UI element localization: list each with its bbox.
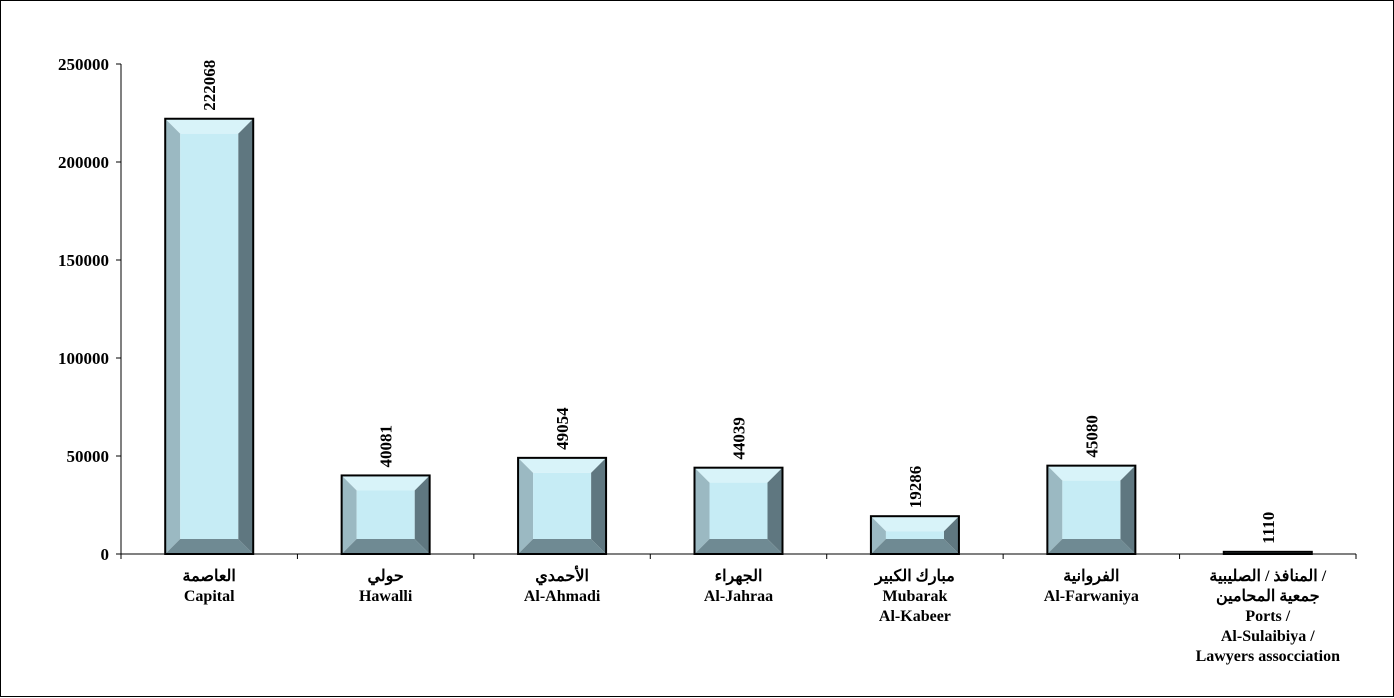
bar-outline: [869, 515, 960, 556]
bar-outline: [340, 474, 431, 556]
bar-bevel-top: [341, 475, 430, 491]
bar-bevel-top: [165, 118, 254, 134]
bar-bevel-left: [870, 516, 886, 554]
bar-face: [356, 490, 415, 539]
y-tick-label: 250000: [58, 55, 109, 74]
bar-face: [180, 133, 239, 540]
bar-outline: [1222, 550, 1313, 556]
bar-bevel-left: [165, 118, 181, 555]
bar-bevel-right: [414, 475, 430, 554]
bar-outline: [517, 456, 608, 555]
bar-bevel-bottom: [341, 539, 430, 554]
category-label: جمعية المحامين: [1216, 588, 1320, 606]
bar-bevel-top: [870, 516, 959, 532]
bar: [869, 515, 960, 556]
category-label: الفروانية: [1063, 568, 1119, 586]
bar-bevel-bottom: [870, 539, 959, 554]
bar-bevel-right: [591, 457, 607, 554]
data-label: 222068: [200, 60, 219, 111]
bar-bevel-top: [518, 457, 607, 473]
y-tick-label: 50000: [67, 447, 110, 466]
category-label: Lawyers assocciation: [1196, 648, 1341, 665]
category-label: Al-Jahraa: [704, 588, 773, 605]
data-label: 45080: [1082, 415, 1101, 458]
category-label: Al-Ahmadi: [524, 588, 601, 605]
bar-bevel-bottom: [165, 539, 254, 554]
data-label: 40081: [377, 425, 396, 468]
data-label: 19286: [906, 466, 925, 509]
bar: [693, 466, 784, 555]
bar-bevel-bottom: [694, 539, 783, 554]
data-label: 44039: [730, 417, 749, 460]
bar-outline: [1046, 464, 1137, 555]
category-label: Al-Sulaibiya /: [1221, 628, 1315, 645]
bar-bevel-right: [238, 118, 254, 555]
category-label: الأحمدي: [535, 565, 589, 586]
y-tick-label: 200000: [58, 153, 109, 172]
category-label: المنافذ / الصليبية /: [1209, 568, 1326, 585]
category-label: الجهراء: [715, 568, 763, 586]
category-label: Ports /: [1245, 608, 1290, 625]
category-label: مبارك الكبير: [874, 568, 955, 586]
data-label: 49054: [553, 407, 572, 450]
category-label: Hawalli: [359, 588, 413, 605]
y-tick-label: 100000: [58, 349, 109, 368]
data-label: 1110: [1259, 512, 1278, 544]
bar-face: [533, 472, 592, 539]
bar-bevel-left: [341, 475, 357, 554]
bar-outline: [164, 117, 255, 555]
bar-bevel-right: [1120, 465, 1136, 554]
bar-face: [709, 482, 768, 539]
category-label: Al-Farwaniya: [1044, 588, 1139, 605]
bar-bevel-right: [767, 467, 783, 554]
bar-bevel-right: [943, 516, 959, 554]
y-tick-label: 150000: [58, 251, 109, 270]
bar-bevel-left: [518, 457, 534, 554]
bar: [340, 474, 431, 556]
y-tick-label: 0: [101, 545, 110, 564]
bar: [517, 456, 608, 555]
bar-outline: [693, 466, 784, 555]
category-label: حولي: [367, 568, 403, 586]
bar: [164, 117, 255, 555]
bar: [1222, 550, 1313, 556]
bar-bevel-bottom: [518, 539, 607, 554]
bar-bevel-top: [694, 467, 783, 483]
bar-bevel-left: [1047, 465, 1063, 554]
bar-bevel-bottom: [1047, 539, 1136, 554]
bar-bevel-left: [694, 467, 710, 554]
category-label: Al-Kabeer: [879, 608, 951, 625]
category-label: العاصمة: [183, 568, 236, 585]
bar-bevel-top: [1047, 465, 1136, 481]
bar: [1046, 464, 1137, 555]
category-label: Capital: [184, 588, 235, 605]
bar-face: [885, 531, 944, 539]
bar-face: [1062, 480, 1121, 539]
category-label: Mubarak: [882, 588, 947, 605]
